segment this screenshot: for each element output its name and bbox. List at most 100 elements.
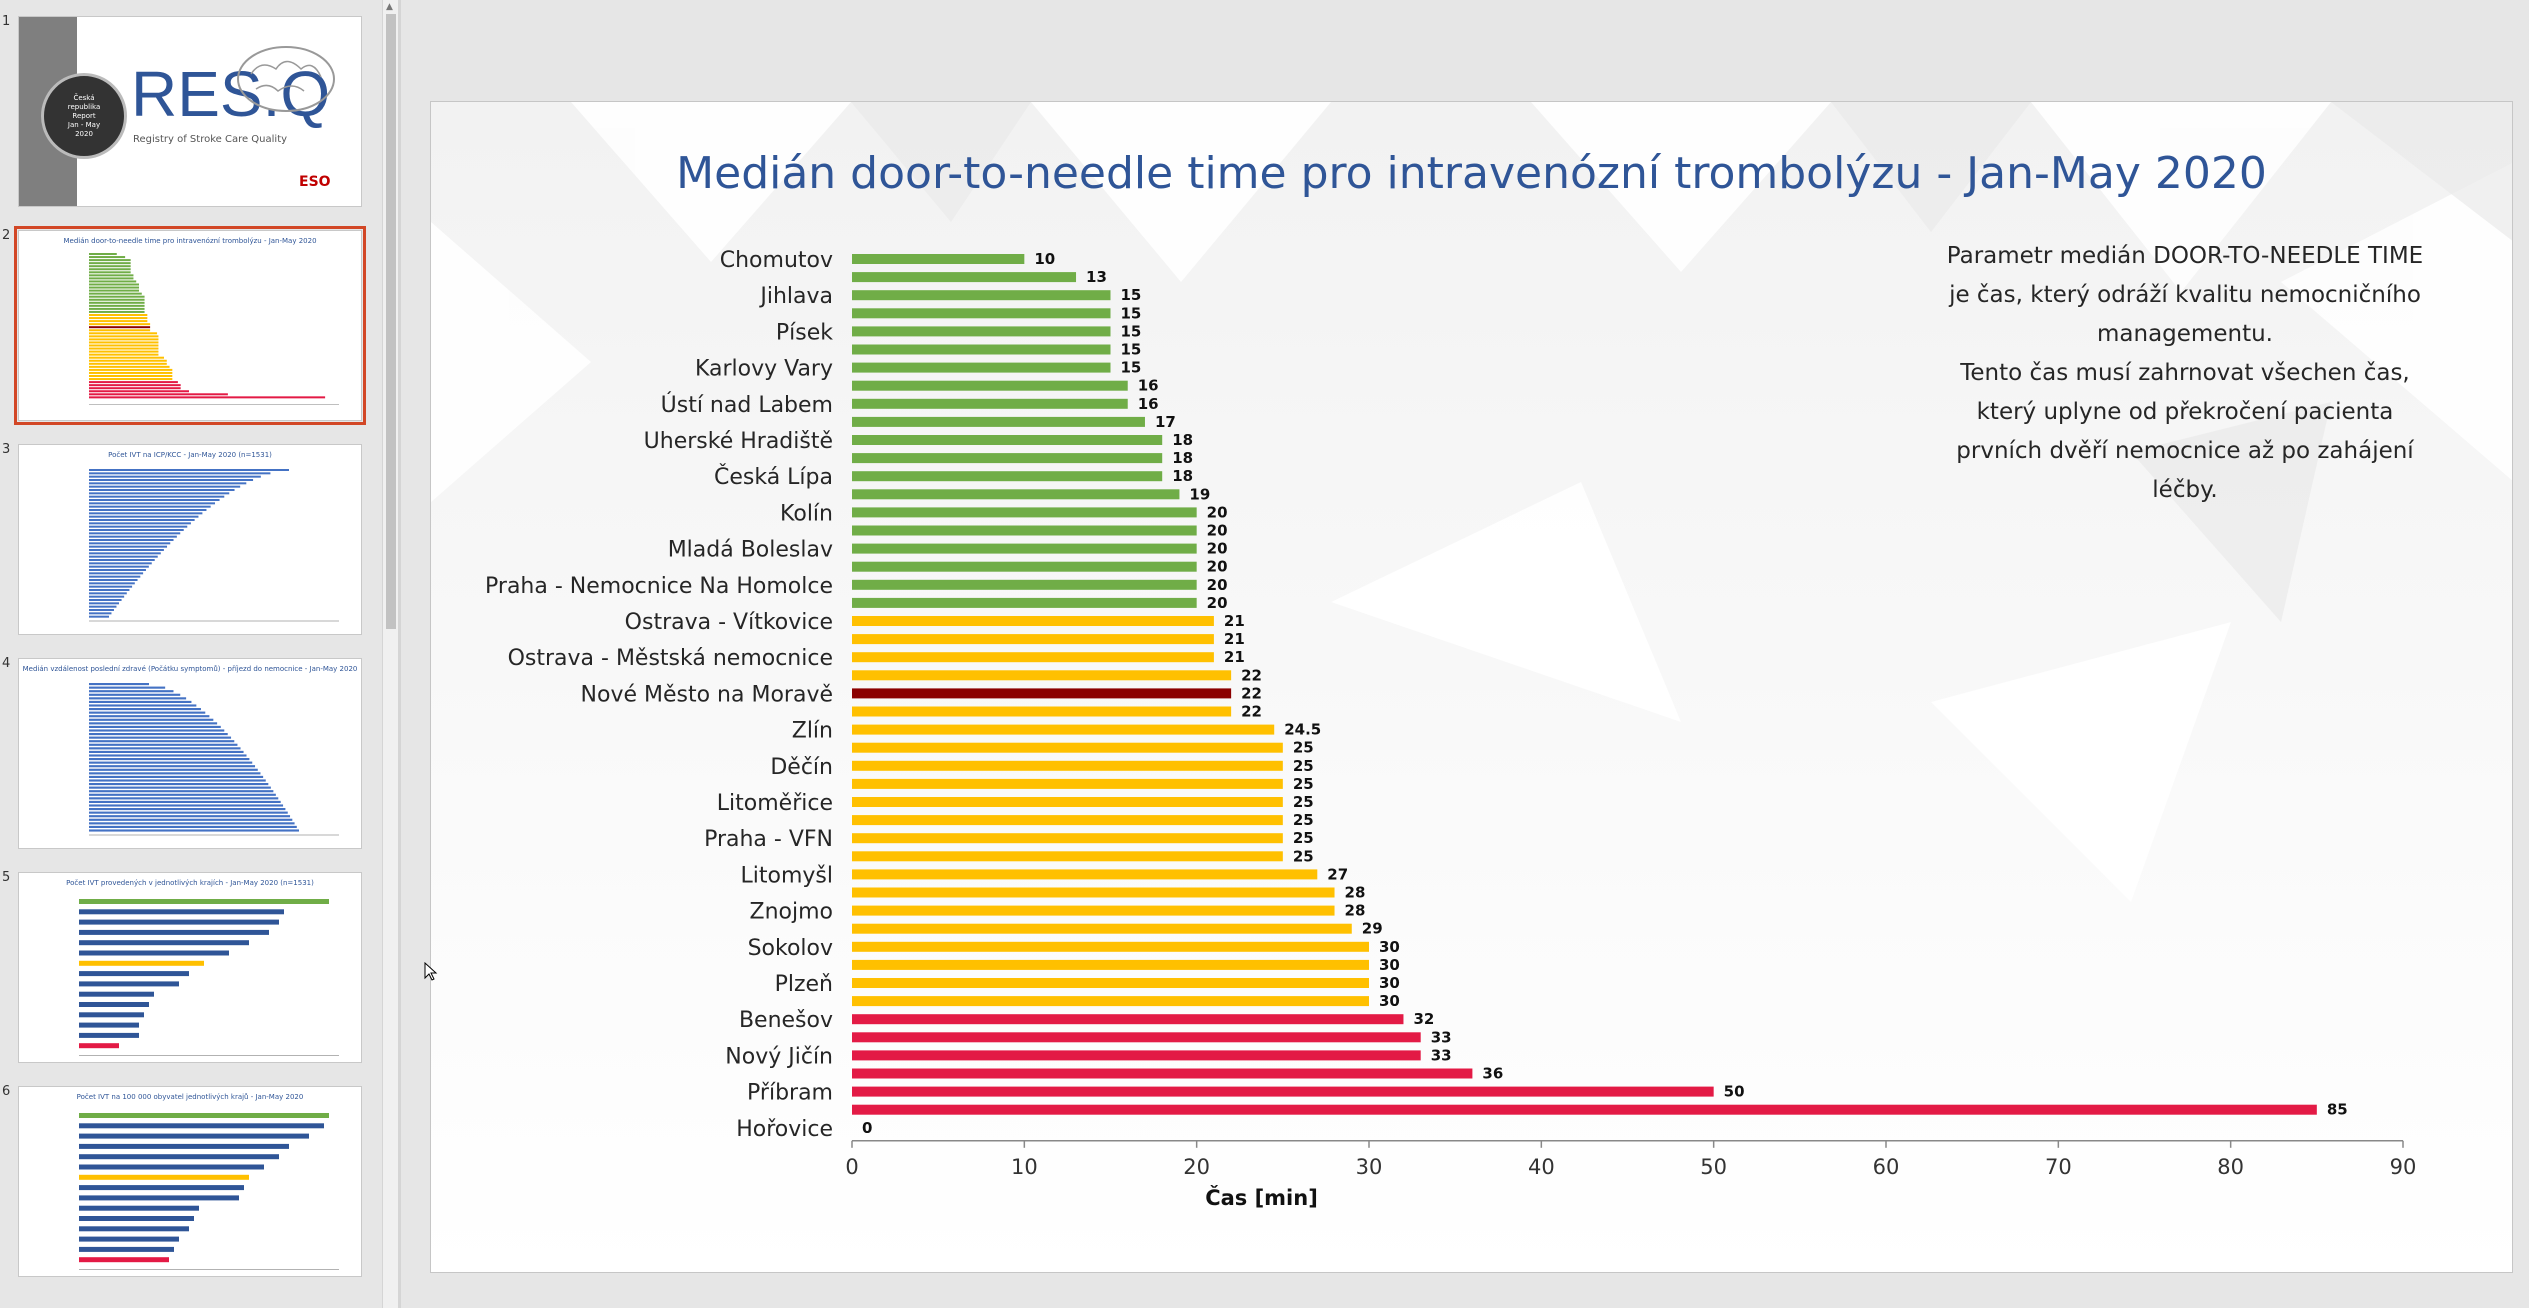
bar[interactable] [852, 453, 1163, 464]
bar[interactable] [852, 742, 1283, 753]
bar[interactable] [852, 688, 1232, 699]
pane-splitter[interactable] [398, 0, 401, 1308]
bar[interactable] [852, 724, 1275, 735]
bar[interactable] [852, 254, 1025, 264]
data-label: 18 [1172, 431, 1193, 449]
mini-bar [89, 262, 131, 265]
bar[interactable] [852, 1032, 1421, 1043]
description-textbox[interactable]: Parametr medián DOOR-TO-NEEDLE TIME je č… [1940, 237, 2430, 510]
mini-bar [89, 368, 173, 371]
bar[interactable] [852, 561, 1197, 572]
bar[interactable] [852, 398, 1128, 409]
mini-bar [89, 512, 203, 515]
slide-thumbnail-3[interactable]: Počet IVT na ICP/KCC - Jan-May 2020 (n=1… [18, 444, 362, 635]
data-label: 30 [1379, 974, 1400, 992]
bar[interactable] [852, 308, 1111, 319]
category-label: Znojmo [750, 900, 833, 925]
category-label: Sokolov [748, 936, 833, 961]
category-label: Karlovy Vary [695, 357, 833, 382]
bar[interactable] [852, 435, 1163, 445]
slide-thumbnail-2[interactable]: Medián door-to-needle time pro intravenó… [14, 226, 366, 425]
mini-bar [89, 779, 266, 782]
bar[interactable] [852, 290, 1111, 301]
mini-bar [89, 350, 159, 353]
bar[interactable] [852, 1050, 1421, 1061]
bar[interactable] [852, 1068, 1473, 1079]
data-label: 20 [1207, 522, 1228, 540]
scrollbar-thumb[interactable] [386, 14, 396, 629]
bar-chart[interactable]: 1013151515151516161718181819202020202020… [431, 102, 2513, 1273]
bar[interactable] [852, 380, 1128, 391]
bar[interactable] [852, 760, 1283, 771]
x-tick-label: 30 [1356, 1155, 1383, 1179]
mini-bar [89, 259, 131, 262]
bar[interactable] [852, 1104, 2317, 1115]
mini-bar [79, 1236, 179, 1242]
mini-bar [89, 509, 207, 511]
bar[interactable] [852, 996, 1369, 1007]
mini-bar [89, 595, 125, 598]
bar[interactable] [852, 670, 1232, 681]
bar[interactable] [852, 543, 1197, 554]
mini-bar [89, 362, 167, 365]
mini-bar [89, 378, 173, 381]
slide-thumbnail-4[interactable]: Medián vzdálenost poslední zdravé (Počát… [18, 658, 362, 849]
slide-title[interactable]: Medián door-to-needle time pro intravenó… [676, 148, 2267, 199]
bar[interactable] [852, 959, 1369, 970]
mini-bar [89, 359, 167, 362]
bar[interactable] [852, 815, 1283, 826]
mini-bar [89, 375, 173, 377]
mini-bar [89, 599, 122, 601]
mini-bar [89, 396, 326, 399]
bar[interactable] [852, 616, 1214, 626]
mini-bar [89, 775, 264, 778]
bar[interactable] [852, 778, 1283, 789]
mini-bar [89, 555, 158, 558]
bar[interactable] [852, 326, 1111, 337]
bar[interactable] [852, 272, 1077, 283]
bar[interactable] [852, 797, 1283, 807]
bar[interactable] [852, 923, 1352, 934]
bar[interactable] [852, 652, 1214, 663]
bar[interactable] [852, 869, 1318, 880]
bar[interactable] [852, 833, 1283, 844]
bar[interactable] [852, 597, 1197, 608]
slide-canvas[interactable]: Medián door-to-needle time pro intravenó… [430, 101, 2513, 1273]
mini-bar [89, 542, 171, 545]
mini-bar [89, 797, 279, 800]
mini-bar [89, 811, 288, 814]
bar[interactable] [852, 507, 1197, 518]
bar[interactable] [852, 1014, 1404, 1025]
slide-thumbnail-1[interactable]: Česká republika Report Jan - May 2020 RE… [18, 16, 362, 207]
mini-bar [89, 793, 276, 796]
bar[interactable] [852, 1086, 1714, 1097]
data-label: 50 [1724, 1083, 1745, 1101]
bar[interactable] [852, 851, 1283, 862]
bar[interactable] [852, 362, 1111, 373]
mini-bar [79, 1012, 144, 1018]
mini-bar [89, 772, 261, 775]
mini-bar [79, 1226, 189, 1232]
bar[interactable] [852, 634, 1214, 645]
bar[interactable] [852, 489, 1180, 500]
bar[interactable] [852, 471, 1163, 482]
mini-bar [89, 277, 134, 280]
slide-thumbnail-6[interactable]: Počet IVT na 100 000 obyvatel jednotlivý… [18, 1086, 362, 1277]
scroll-up-arrow-icon[interactable]: ▲ [386, 2, 393, 12]
slide-thumbnail-5[interactable]: Počet IVT provedených v jednotlivých kra… [18, 872, 362, 1063]
bar[interactable] [852, 887, 1335, 898]
bar[interactable] [852, 978, 1369, 988]
mini-bar [89, 353, 159, 356]
thumbnail-chart [79, 1113, 339, 1270]
bar[interactable] [852, 941, 1369, 952]
bar[interactable] [852, 344, 1111, 355]
thumbnail-scrollbar[interactable]: ▲ [382, 0, 399, 1308]
bar[interactable] [852, 905, 1335, 916]
slide-number-5: 5 [2, 870, 11, 885]
data-label: 25 [1293, 811, 1314, 829]
bar[interactable] [852, 706, 1232, 717]
mini-bar [89, 585, 133, 588]
bar[interactable] [852, 525, 1197, 536]
bar[interactable] [852, 579, 1197, 590]
bar[interactable] [852, 416, 1145, 427]
